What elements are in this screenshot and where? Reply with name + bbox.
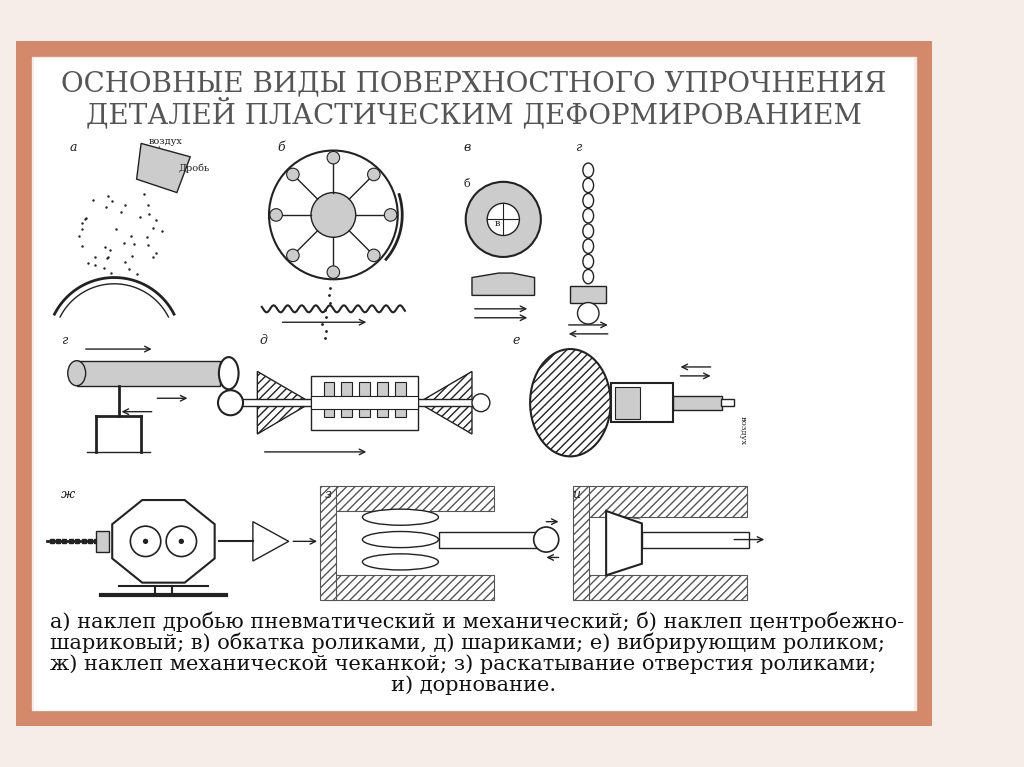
Polygon shape	[257, 371, 311, 434]
Ellipse shape	[583, 224, 594, 239]
Text: ж) наклеп механической чеканкой; з) раскатывание отверстия роликами;: ж) наклеп механической чеканкой; з) раск…	[50, 654, 876, 673]
Bar	[341, 382, 352, 397]
Circle shape	[166, 526, 197, 557]
Bar	[587, 486, 748, 517]
Bar	[395, 403, 406, 417]
Text: воздух: воздух	[738, 416, 746, 446]
Circle shape	[384, 209, 397, 221]
Text: ДЕТАЛЕЙ ПЛАСТИЧЕСКИМ ДЕФОРМИРОВАНИЕМ: ДЕТАЛЕЙ ПЛАСТИЧЕСКИМ ДЕФОРМИРОВАНИЕМ	[86, 98, 862, 130]
Bar	[615, 387, 640, 419]
Bar	[610, 383, 673, 423]
Bar	[334, 486, 495, 511]
Text: шариковый; в) обкатка роликами, д) шариками; е) вибрирующим роликом;: шариковый; в) обкатка роликами, д) шарик…	[50, 633, 885, 653]
Circle shape	[487, 203, 519, 235]
Circle shape	[130, 526, 161, 557]
Text: б: б	[278, 140, 285, 153]
Circle shape	[327, 266, 340, 278]
Circle shape	[270, 209, 283, 221]
Circle shape	[269, 150, 397, 279]
Bar	[395, 382, 406, 397]
Text: а) наклеп дробью пневматический и механический; б) наклеп центробежно-: а) наклеп дробью пневматический и механи…	[50, 611, 904, 631]
Bar	[439, 532, 538, 548]
Bar	[311, 397, 419, 409]
Circle shape	[218, 390, 243, 415]
Text: е: е	[512, 334, 519, 347]
Ellipse shape	[583, 239, 594, 253]
Bar	[324, 403, 334, 417]
Text: з: з	[325, 488, 332, 501]
Ellipse shape	[583, 178, 594, 193]
Circle shape	[178, 538, 184, 544]
Bar	[419, 399, 476, 407]
Bar	[359, 403, 370, 417]
Circle shape	[143, 538, 148, 544]
Bar	[359, 382, 370, 397]
Text: ОСНОВНЫЕ ВИДЫ ПОВЕРХНОСТНОГО УПРОЧНЕНИЯ: ОСНОВНЫЕ ВИДЫ ПОВЕРХНОСТНОГО УПРОЧНЕНИЯ	[61, 70, 887, 97]
Polygon shape	[606, 511, 642, 575]
Text: в: в	[463, 140, 470, 153]
Bar	[570, 286, 606, 302]
Text: ж: ж	[60, 488, 75, 501]
Bar	[341, 403, 352, 417]
Polygon shape	[419, 371, 472, 434]
Text: и: и	[572, 488, 581, 501]
Text: и) дорнование.: и) дорнование.	[391, 676, 556, 695]
Circle shape	[287, 249, 299, 262]
Bar	[334, 575, 495, 601]
Text: воздух: воздух	[148, 137, 182, 146]
Ellipse shape	[583, 193, 594, 208]
Text: в: в	[495, 219, 500, 229]
Bar	[377, 403, 388, 417]
Ellipse shape	[530, 349, 610, 456]
Ellipse shape	[583, 255, 594, 268]
Bar	[234, 399, 311, 407]
Circle shape	[287, 168, 299, 181]
Circle shape	[368, 249, 380, 262]
Text: д: д	[259, 334, 267, 347]
Bar	[587, 575, 748, 601]
Text: б: б	[463, 179, 470, 189]
Ellipse shape	[583, 269, 594, 284]
Ellipse shape	[583, 163, 594, 177]
Circle shape	[534, 527, 559, 552]
Bar	[642, 532, 750, 548]
Ellipse shape	[362, 509, 438, 525]
Text: г: г	[60, 334, 67, 347]
Circle shape	[327, 151, 340, 164]
Ellipse shape	[219, 357, 239, 390]
Polygon shape	[472, 273, 535, 295]
Circle shape	[472, 393, 489, 412]
Bar	[324, 382, 334, 397]
Bar	[319, 486, 336, 601]
Bar	[77, 360, 220, 386]
Ellipse shape	[68, 360, 86, 386]
Bar	[673, 396, 722, 410]
Bar	[573, 486, 589, 601]
Ellipse shape	[362, 554, 438, 570]
Circle shape	[368, 168, 380, 181]
Polygon shape	[113, 500, 215, 583]
Bar	[96, 531, 109, 552]
Circle shape	[311, 193, 355, 237]
Text: г: г	[574, 140, 582, 153]
Text: а: а	[70, 140, 77, 153]
Bar	[721, 399, 734, 407]
Bar	[377, 382, 388, 397]
FancyBboxPatch shape	[24, 48, 925, 719]
Ellipse shape	[362, 532, 438, 548]
Circle shape	[578, 302, 599, 324]
Bar	[311, 376, 419, 430]
Polygon shape	[136, 143, 190, 193]
Text: Дробь: Дробь	[178, 164, 210, 173]
Ellipse shape	[583, 209, 594, 223]
Circle shape	[466, 182, 541, 257]
